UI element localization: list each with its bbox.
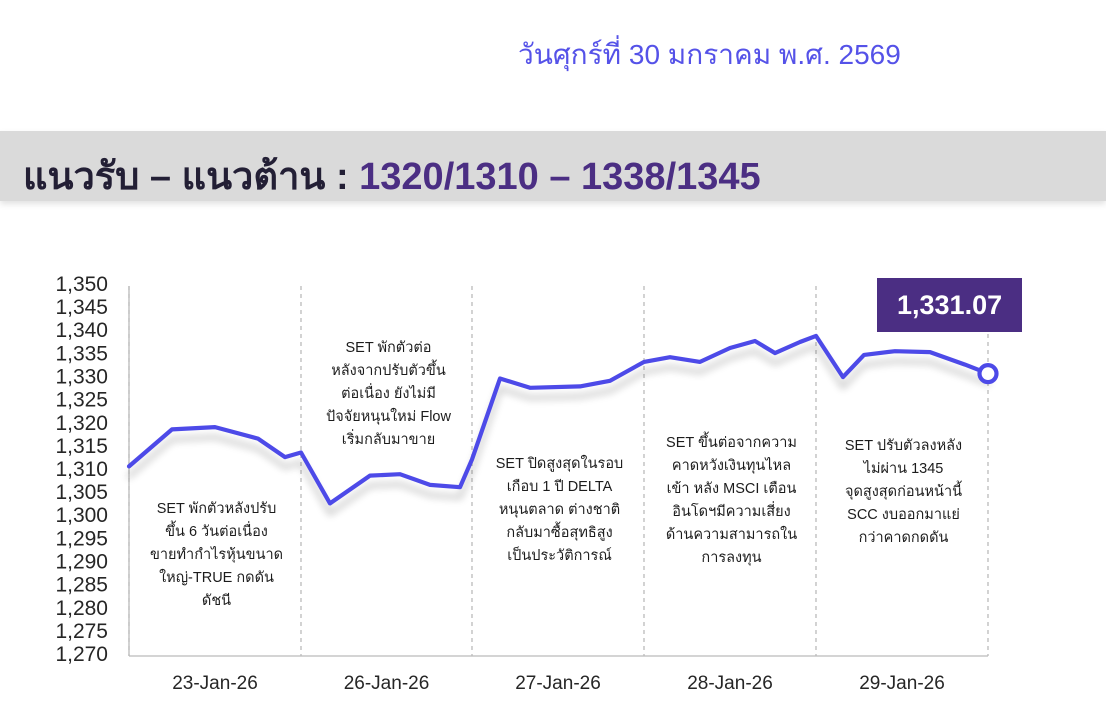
- svg-text:1,290: 1,290: [55, 551, 108, 574]
- svg-text:1,330: 1,330: [55, 366, 108, 389]
- svg-text:1,320: 1,320: [55, 412, 108, 435]
- svg-text:29-Jan-26: 29-Jan-26: [859, 673, 945, 694]
- svg-text:27-Jan-26: 27-Jan-26: [515, 673, 601, 694]
- svg-text:1,310: 1,310: [55, 458, 108, 481]
- svg-text:1,270: 1,270: [55, 643, 108, 666]
- svg-text:1,300: 1,300: [55, 504, 108, 527]
- svg-text:28-Jan-26: 28-Jan-26: [687, 673, 773, 694]
- svg-text:1,285: 1,285: [55, 574, 108, 597]
- svg-text:1,350: 1,350: [55, 273, 108, 296]
- svg-text:23-Jan-26: 23-Jan-26: [172, 673, 258, 694]
- svg-text:1,295: 1,295: [55, 527, 108, 550]
- svg-text:1,340: 1,340: [55, 319, 108, 342]
- svg-text:1,280: 1,280: [55, 597, 108, 620]
- svg-text:26-Jan-26: 26-Jan-26: [344, 673, 430, 694]
- svg-text:1,275: 1,275: [55, 620, 108, 643]
- svg-text:1,305: 1,305: [55, 481, 108, 504]
- svg-text:1,325: 1,325: [55, 389, 108, 412]
- svg-text:1,345: 1,345: [55, 296, 108, 319]
- svg-text:1,335: 1,335: [55, 342, 108, 365]
- svg-text:1,315: 1,315: [55, 435, 108, 458]
